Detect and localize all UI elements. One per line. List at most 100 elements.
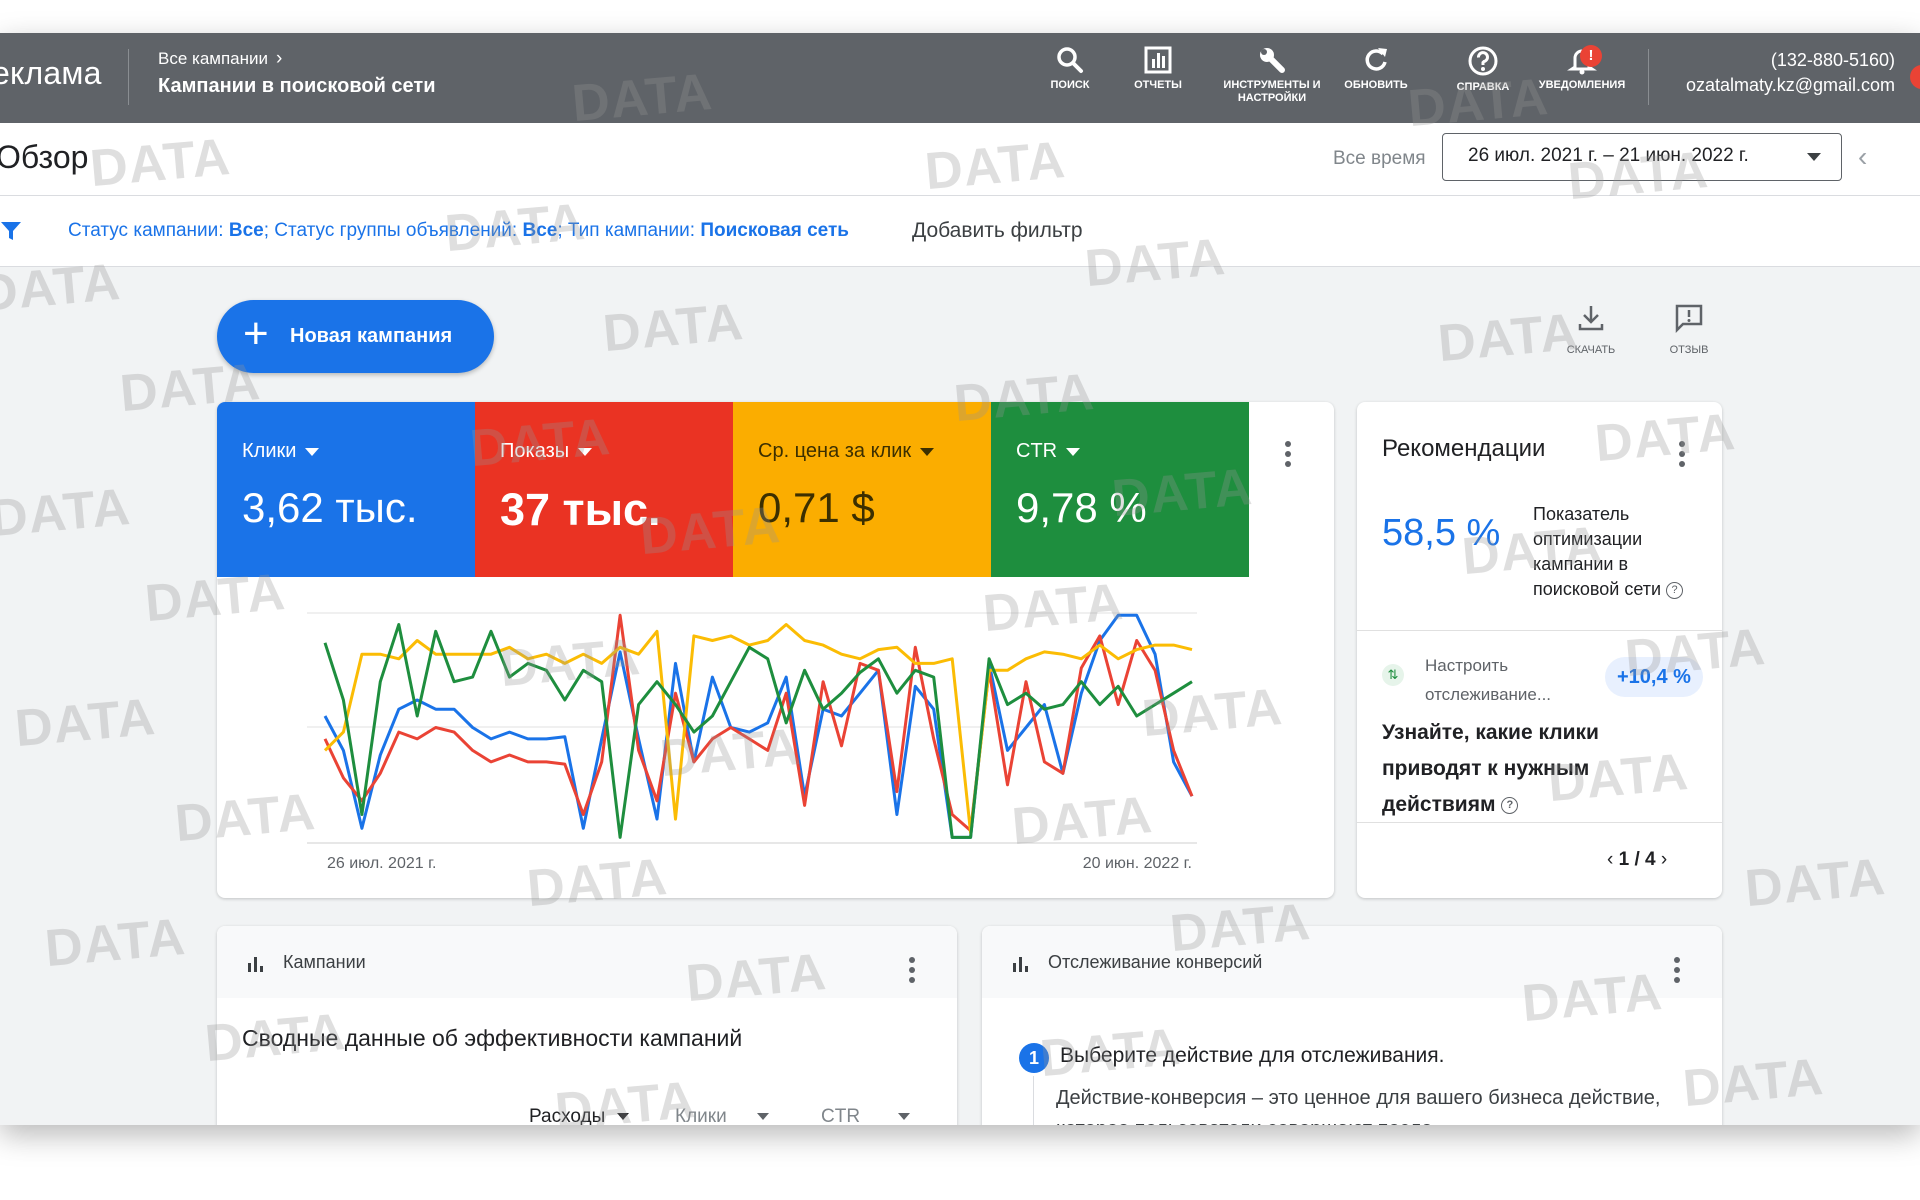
help-button-label: справка [1456,81,1510,93]
series-line-4[interactable] [323,623,1193,839]
caret-down-icon [920,447,935,456]
plus-icon: + [243,309,269,358]
watermark: DATA [12,687,158,759]
page-header: Обзор Все время 26 июл. 2021 г. – 21 июн… [0,123,1920,196]
help-icon[interactable]: ? [1666,581,1684,599]
search-button[interactable]: поиск [1040,41,1100,119]
chevron-right-icon[interactable]: › [1660,849,1668,870]
feedback-button[interactable]: ОТЗЫВ [1654,303,1724,356]
metric-avg-cpc-label: Ср. цена за клик [758,440,912,462]
stepper-line [1033,1076,1034,1125]
more-vert-icon[interactable] [1677,439,1687,469]
tools-settings-button[interactable]: инструменты и настройки [1220,41,1324,119]
series-line-3[interactable] [323,623,1193,835]
refresh-button-label: обновить [1344,79,1408,91]
caret-down-icon [1807,153,1821,161]
conversion-card-header: Отслеживание конверсий [982,926,1722,998]
campaigns-card: Кампании Сводные данные об эффективности… [217,926,957,1125]
date-range-picker[interactable]: 26 июл. 2021 г. – 21 июн. 2022 г. [1442,133,1842,181]
metric-ctr[interactable]: CTR 9,78 % [991,402,1249,577]
download-icon [1578,306,1604,331]
recommendation-description-text: Узнайте, какие клики приводят к нужным д… [1382,721,1599,816]
filter-bar: Статус кампании: Все; Статус группы объя… [0,196,1920,267]
active-filters[interactable]: Статус кампании: Все; Статус группы объя… [68,220,849,242]
step-title: Выберите действие для отслеживания. [1060,1044,1445,1067]
series-line-2[interactable] [323,613,1194,833]
date-range-text: 26 июл. 2021 г. – 21 июн. 2022 г. [1468,145,1749,166]
account-phone[interactable]: (132-880-5160) [1770,50,1895,70]
filter-status-label: Статус кампании: [68,220,229,241]
bar-chart-icon [248,957,263,972]
filter-type-label: ; Тип кампании: [557,220,701,241]
refresh-button[interactable]: обновить [1340,41,1412,119]
filter-icon[interactable] [0,220,22,242]
more-vert-icon[interactable] [1283,439,1293,469]
chevron-left-icon[interactable]: ‹ [1607,849,1614,870]
help-icon[interactable]: ? [1501,796,1519,814]
series-line-1[interactable] [323,613,1194,839]
divider [1357,630,1722,631]
filter-status-value: Все [228,220,264,241]
top-bar: еклама Все кампании › Кампании в поисково… [0,33,1920,123]
reports-icon [1144,46,1172,74]
add-filter-button[interactable]: Добавить фильтр [912,219,1083,242]
chevron-right-icon: › [276,48,283,69]
chevron-left-icon[interactable]: ‹ [1858,141,1868,172]
breadcrumb-current: Кампании в поисковой сети [158,75,436,97]
search-icon [1057,47,1083,73]
step-number-badge: 1 [1019,1043,1049,1073]
caret-down-icon [898,1113,911,1121]
caret-down-icon [617,1113,630,1121]
recommendation-title[interactable]: Настроить отслеживание... [1425,656,1552,704]
watermark: DATA [42,907,188,979]
avatar[interactable] [1910,65,1920,89]
metric-avg-cpc[interactable]: Ср. цена за клик 0,71 $ [733,402,991,577]
filter-group-label: ; Статус группы объявлений: [263,220,523,241]
breadcrumb-all-campaigns[interactable]: Все кампании › [158,48,282,70]
metric-clicks[interactable]: Клики 3,62 тыс. [217,402,475,577]
bar-chart-icon [1013,957,1028,972]
column-ctr[interactable]: CTR [821,1106,911,1125]
wrench-icon [1260,48,1285,73]
conversion-tracking-card: Отслеживание конверсий 1 Выберите действ… [982,926,1722,1125]
caret-down-icon [578,447,593,456]
filter-group-value: Все [522,220,558,241]
more-vert-icon[interactable] [907,955,917,985]
metric-ctr-label: CTR [1016,440,1058,462]
performance-chart-card: Клики 3,62 тыс. Показы 37 тыс. Ср. цена … [217,402,1334,898]
metric-impressions[interactable]: Показы 37 тыс. [475,402,733,577]
metric-impressions-value: 37 тыс. [500,484,661,535]
app-window: еклама Все кампании › Кампании в поисково… [0,33,1920,1125]
uplift-badge: +10,4 % [1605,657,1703,697]
filter-type-value: Поисковая сеть [700,220,849,241]
divider [1357,822,1722,823]
notifications-button-label: уведомления [1538,79,1626,91]
breadcrumb-parent-label: Все кампании [158,49,269,68]
series-layer [323,613,1194,839]
column-spend[interactable]: Расходы [529,1106,630,1125]
notifications-button[interactable]: уведомления ! [1532,41,1632,119]
reports-button[interactable]: отчеты [1126,41,1190,119]
metric-clicks-name: Клики [242,440,320,463]
more-vert-icon[interactable] [1672,955,1682,985]
tracking-icon: ⇅ [1382,664,1404,686]
column-spend-label: Расходы [529,1106,606,1125]
optimization-score: 58,5 % [1382,512,1501,554]
metric-clicks-value: 3,62 тыс. [242,484,418,531]
metric-impressions-name: Показы [500,440,593,463]
account-email[interactable]: ozatalmaty.kz@gmail.com [1686,75,1895,95]
column-clicks-label: Клики [675,1106,727,1125]
conversion-card-title: Отслеживание конверсий [1048,952,1263,972]
column-clicks[interactable]: Клики [675,1106,769,1125]
feedback-label: ОТЗЫВ [1669,344,1709,356]
help-button[interactable]: справка [1448,41,1518,119]
new-campaign-button[interactable]: + Новая кампания [217,300,494,373]
page-title: Обзор [0,139,89,175]
brand-logo[interactable]: еклама [0,55,102,91]
recommendation-description: Узнайте, какие клики приводят к нужным д… [1382,715,1682,823]
metric-avg-cpc-value: 0,71 $ [758,484,875,531]
x-tick-end: 20 июн. 2022 г. [1083,855,1192,872]
download-button[interactable]: СКАЧАТЬ [1556,303,1626,356]
recommendations-title: Рекомендации [1382,435,1546,462]
optimization-score-text: Показатель оптимизации кампании в поиско… [1533,504,1662,599]
